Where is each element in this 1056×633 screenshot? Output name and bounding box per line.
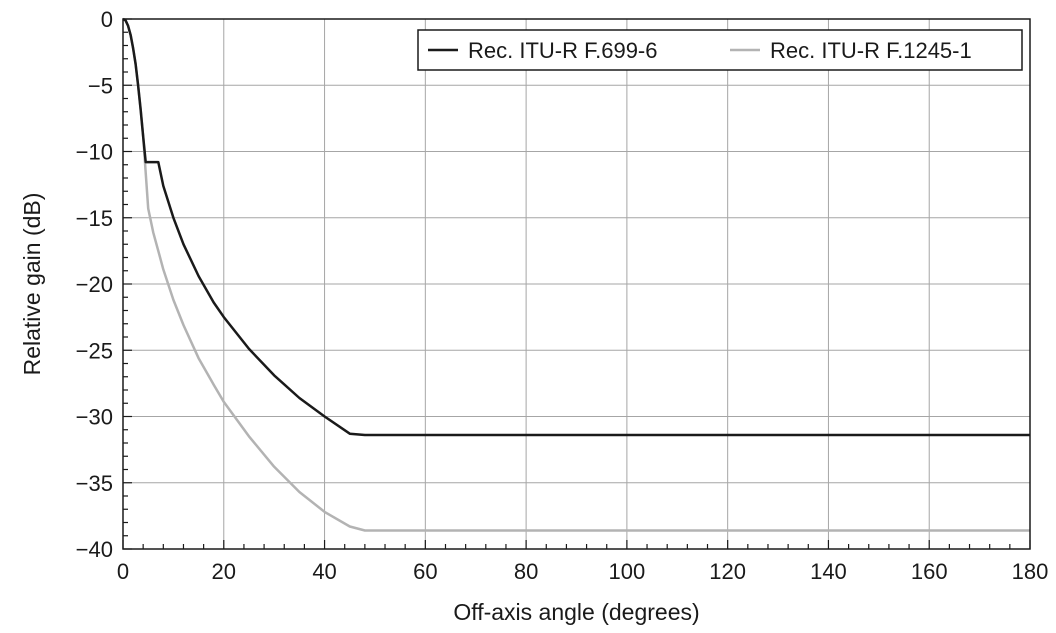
legend-box [417,29,1023,71]
y-tick-label: −25 [76,338,113,363]
y-tick-label: −40 [76,537,113,562]
y-axis-title: Relative gain (dB) [19,193,45,376]
y-tick-label: −20 [76,272,113,297]
y-tick-label: −10 [76,140,113,165]
grid-lines [123,19,1030,549]
x-tick-label: 60 [413,559,437,584]
legend-label-f1245: Rec. ITU-R F.1245-1 [770,38,972,63]
y-tick-label: 0 [101,7,113,32]
x-tick-label: 40 [312,559,336,584]
x-tick-label: 140 [810,559,847,584]
y-tick-label: −30 [76,405,113,430]
legend-label-f699: Rec. ITU-R F.699-6 [468,38,658,63]
series-line-f699 [122,17,1030,437]
y-tick-labels: 0 −5 −10 −15 −20 −25 −30 −35 −40 [76,7,113,562]
x-tick-label: 20 [212,559,236,584]
x-tick-label: 160 [911,559,948,584]
y-tick-label: −5 [88,73,113,98]
axis-ticks [122,18,1031,550]
x-axis-title: Off-axis angle (degrees) [453,599,699,625]
x-tick-label: 0 [117,559,129,584]
x-tick-label: 120 [709,559,746,584]
series-layer [122,17,1030,532]
y-tick-label: −35 [76,471,113,496]
y-tick-label: −15 [76,206,113,231]
x-tick-label: 80 [514,559,538,584]
x-tick-labels: 0 20 40 60 80 100 120 140 160 180 [117,559,1048,584]
x-tick-label: 100 [609,559,646,584]
legend: Rec. ITU-R F.699-6 Rec. ITU-R F.1245-1 [417,29,1023,71]
x-tick-label: 180 [1012,559,1049,584]
